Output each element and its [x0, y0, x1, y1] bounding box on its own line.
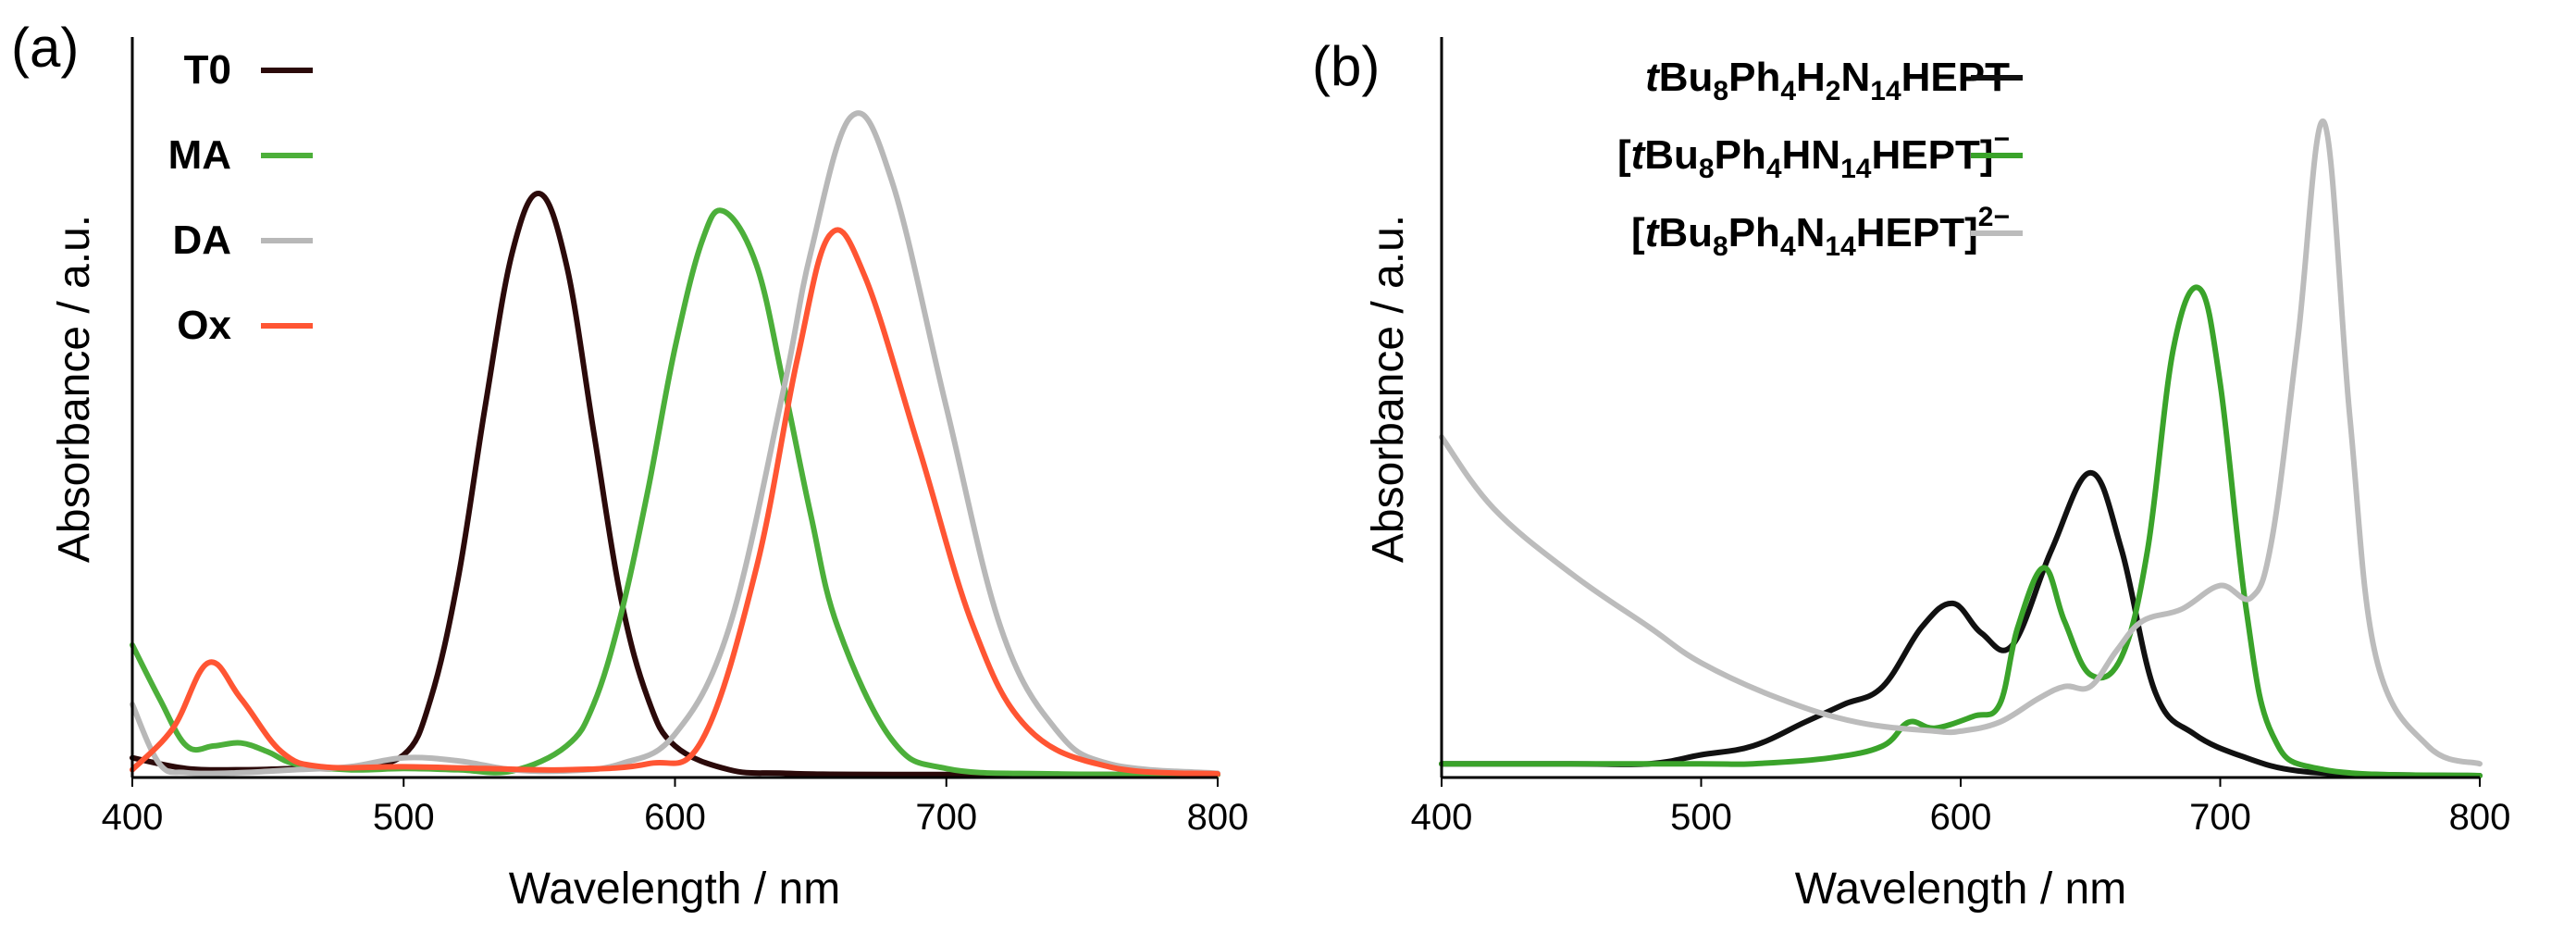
x-tick-label: 600 — [644, 797, 706, 838]
series-line-0 — [130, 191, 1220, 778]
panel-a-label: (a) — [11, 17, 79, 79]
panel-a-series — [130, 110, 1220, 778]
panel-b-label: (b) — [1312, 35, 1380, 97]
panel-b: (b) 400 500 600 700 800 Wavelength / nm Abso… — [1312, 35, 2510, 914]
panel-a: (a) 400 500 600 700 800 Wavelength / nm Abso… — [11, 17, 1248, 914]
x-tick-label: 600 — [1930, 797, 1992, 838]
legend-entry-3: Ox — [177, 303, 231, 348]
x-tick-label: 400 — [102, 797, 164, 838]
x-tick-label: 800 — [1187, 797, 1249, 838]
series-line-1 — [130, 207, 1220, 778]
series-line-3 — [130, 227, 1220, 778]
x-tick-label: 800 — [2449, 797, 2511, 838]
legend-entry-1: [tBu8Ph4HN14HEPT]− — [1617, 124, 2010, 184]
panel-b-legend: tBu8Ph4H2N14HEPT [tBu8Ph4HN14HEPT]− [tBu8P… — [1617, 55, 2023, 262]
legend-entry-2: DA — [172, 218, 231, 263]
series-line-2 — [130, 110, 1220, 777]
series-line-0 — [1439, 469, 2483, 778]
panel-b-y-axis-label: Absorbance / a.u. — [1364, 215, 1413, 563]
panel-b-series — [1439, 118, 2483, 778]
series-line-2 — [1439, 118, 2483, 767]
panel-a-y-axis-label: Absorbance / a.u. — [50, 215, 99, 563]
x-tick-label: 500 — [373, 797, 435, 838]
x-tick-label: 700 — [915, 797, 977, 838]
series-line-1 — [1439, 284, 2483, 778]
panel-b-ticks: 400 500 600 700 800 — [1411, 778, 2511, 838]
panel-a-legend: T0 MA DA Ox — [168, 47, 313, 348]
panel-a-ticks: 400 500 600 700 800 — [102, 778, 1249, 838]
legend-entry-0: tBu8Ph4H2N14HEPT — [1645, 55, 2010, 106]
x-tick-label: 400 — [1411, 797, 1473, 838]
panel-a-x-axis-label: Wavelength / nm — [509, 865, 840, 914]
x-tick-label: 700 — [2189, 797, 2251, 838]
x-tick-label: 500 — [1670, 797, 1732, 838]
panel-b-x-axis-label: Wavelength / nm — [1795, 865, 2126, 914]
legend-entry-0: T0 — [184, 47, 231, 93]
legend-entry-2: [tBu8Ph4N14HEPT]2− — [1631, 202, 2010, 262]
legend-entry-1: MA — [168, 132, 231, 178]
